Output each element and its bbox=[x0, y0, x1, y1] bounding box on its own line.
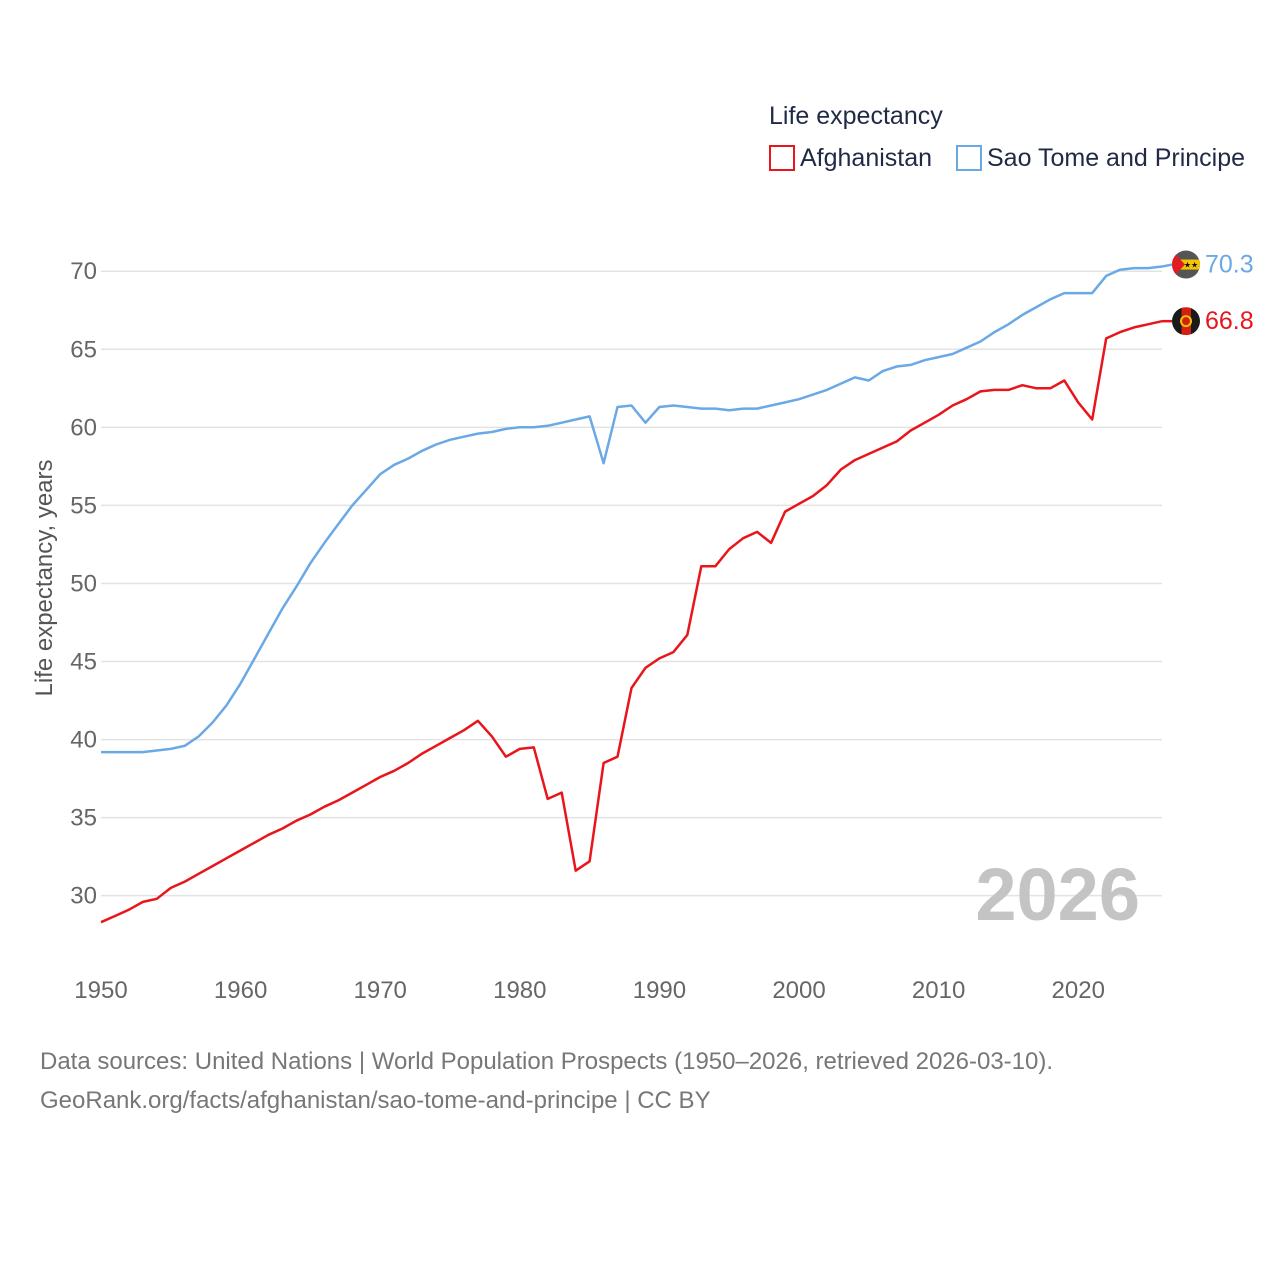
x-tick-label: 2000 bbox=[772, 977, 825, 1004]
legend-swatch-sao-tome[interactable] bbox=[956, 145, 982, 171]
source-note: Data sources: United Nations | World Pop… bbox=[40, 1042, 1053, 1120]
line-chart: Life expectancy Afghanistan Sao Tome and… bbox=[31, 102, 1254, 1004]
sao-tome-end-marker: ★★ 70.3 bbox=[1172, 250, 1254, 279]
x-tick-label: 1970 bbox=[354, 977, 407, 1004]
y-tick-label: 30 bbox=[70, 883, 97, 910]
year-watermark: 2026 bbox=[975, 853, 1140, 936]
legend-label-sao-tome[interactable]: Sao Tome and Principe bbox=[987, 144, 1245, 172]
x-tick-label: 1980 bbox=[493, 977, 546, 1004]
afghanistan-end-value: 66.8 bbox=[1205, 307, 1254, 335]
x-axis-ticks: 1950 1960 1970 1980 1990 2000 2010 2020 bbox=[74, 977, 1105, 1004]
afghanistan-flag-icon bbox=[1172, 307, 1200, 336]
series-lines bbox=[100, 263, 1173, 924]
end-connector bbox=[1161, 263, 1173, 268]
source-line-2: GeoRank.org/facts/afghanistan/sao-tome-a… bbox=[40, 1087, 711, 1114]
x-tick-label: 1950 bbox=[74, 977, 127, 1004]
y-axis-ticks: 30 35 40 45 50 55 60 65 70 bbox=[70, 258, 97, 909]
source-line-1: Data sources: United Nations | World Pop… bbox=[40, 1048, 1054, 1075]
x-tick-label: 2020 bbox=[1052, 977, 1105, 1004]
series-line-sao-tome-and-principe[interactable] bbox=[101, 265, 1163, 754]
x-tick-label: 2010 bbox=[912, 977, 965, 1004]
afghanistan-end-marker: 66.8 bbox=[1172, 307, 1254, 336]
sao-tome-flag-icon: ★★ bbox=[1172, 250, 1200, 279]
legend-title: Life expectancy bbox=[769, 102, 943, 130]
y-tick-label: 55 bbox=[70, 492, 97, 519]
x-tick-label: 1960 bbox=[214, 977, 267, 1004]
y-axis-title: Life expectancy, years bbox=[31, 459, 58, 696]
x-tick-label: 1990 bbox=[633, 977, 686, 1004]
series-line-afghanistan[interactable] bbox=[100, 319, 1163, 924]
legend: Life expectancy Afghanistan Sao Tome and… bbox=[769, 102, 1245, 172]
y-tick-label: 60 bbox=[70, 414, 97, 441]
legend-swatch-afghanistan[interactable] bbox=[769, 145, 795, 171]
sao-tome-end-value: 70.3 bbox=[1205, 251, 1254, 279]
y-tick-label: 70 bbox=[70, 258, 97, 285]
y-tick-label: 45 bbox=[70, 649, 97, 676]
y-tick-label: 40 bbox=[70, 727, 97, 754]
y-tick-label: 65 bbox=[70, 336, 97, 363]
y-tick-label: 50 bbox=[70, 570, 97, 597]
svg-text:★★: ★★ bbox=[1184, 261, 1198, 270]
legend-label-afghanistan[interactable]: Afghanistan bbox=[800, 144, 932, 172]
gridlines bbox=[101, 270, 1162, 897]
y-tick-label: 35 bbox=[70, 805, 97, 832]
